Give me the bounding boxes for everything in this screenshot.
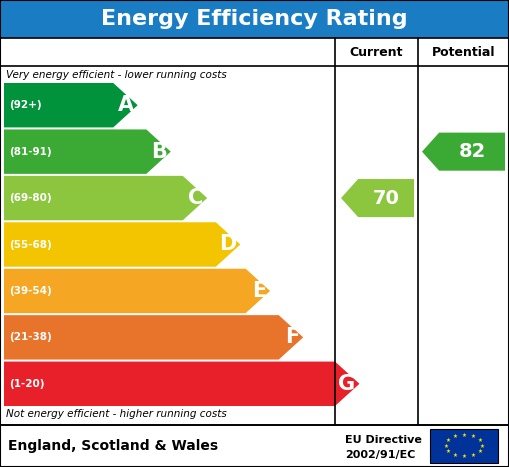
- Text: ★: ★: [462, 454, 466, 460]
- Text: ★: ★: [446, 449, 450, 454]
- Text: Not energy efficient - higher running costs: Not energy efficient - higher running co…: [6, 409, 227, 419]
- Text: (39-54): (39-54): [9, 286, 52, 296]
- Text: 70: 70: [373, 189, 400, 207]
- Text: (1-20): (1-20): [9, 379, 44, 389]
- Bar: [430, 429, 498, 463]
- Text: Energy Efficiency Rating: Energy Efficiency Rating: [101, 9, 408, 29]
- Text: (81-91): (81-91): [9, 147, 51, 156]
- Text: ★: ★: [480, 444, 485, 448]
- Text: F: F: [285, 327, 299, 347]
- Text: ★: ★: [443, 444, 448, 448]
- Text: Potential: Potential: [432, 45, 495, 58]
- Bar: [0, 0, 509, 38]
- Text: ★: ★: [477, 449, 483, 454]
- Bar: [0, 38, 509, 425]
- Text: 82: 82: [459, 142, 486, 161]
- Text: England, Scotland & Wales: England, Scotland & Wales: [8, 439, 218, 453]
- Text: D: D: [219, 234, 236, 255]
- Text: (69-80): (69-80): [9, 193, 51, 203]
- Polygon shape: [4, 315, 303, 360]
- Polygon shape: [4, 222, 240, 267]
- Text: 2002/91/EC: 2002/91/EC: [345, 450, 415, 460]
- Polygon shape: [4, 129, 171, 174]
- Polygon shape: [4, 361, 359, 406]
- Text: (92+): (92+): [9, 100, 42, 110]
- Text: ★: ★: [471, 453, 475, 458]
- Text: A: A: [118, 95, 134, 115]
- Text: ★: ★: [477, 438, 483, 443]
- Polygon shape: [4, 83, 137, 127]
- Text: EU Directive: EU Directive: [345, 435, 422, 445]
- Text: ★: ★: [453, 453, 457, 458]
- Text: Current: Current: [350, 45, 403, 58]
- Text: Very energy efficient - lower running costs: Very energy efficient - lower running co…: [6, 70, 227, 80]
- Text: ★: ★: [462, 432, 466, 438]
- Text: C: C: [188, 188, 203, 208]
- Text: ★: ★: [471, 434, 475, 439]
- Polygon shape: [4, 269, 270, 313]
- Text: ★: ★: [453, 434, 457, 439]
- Polygon shape: [341, 179, 414, 217]
- Text: (21-38): (21-38): [9, 333, 52, 342]
- Text: ★: ★: [446, 438, 450, 443]
- Text: E: E: [252, 281, 266, 301]
- Polygon shape: [4, 176, 207, 220]
- Text: B: B: [151, 142, 167, 162]
- Polygon shape: [422, 133, 505, 170]
- Text: G: G: [338, 374, 355, 394]
- Text: (55-68): (55-68): [9, 240, 52, 249]
